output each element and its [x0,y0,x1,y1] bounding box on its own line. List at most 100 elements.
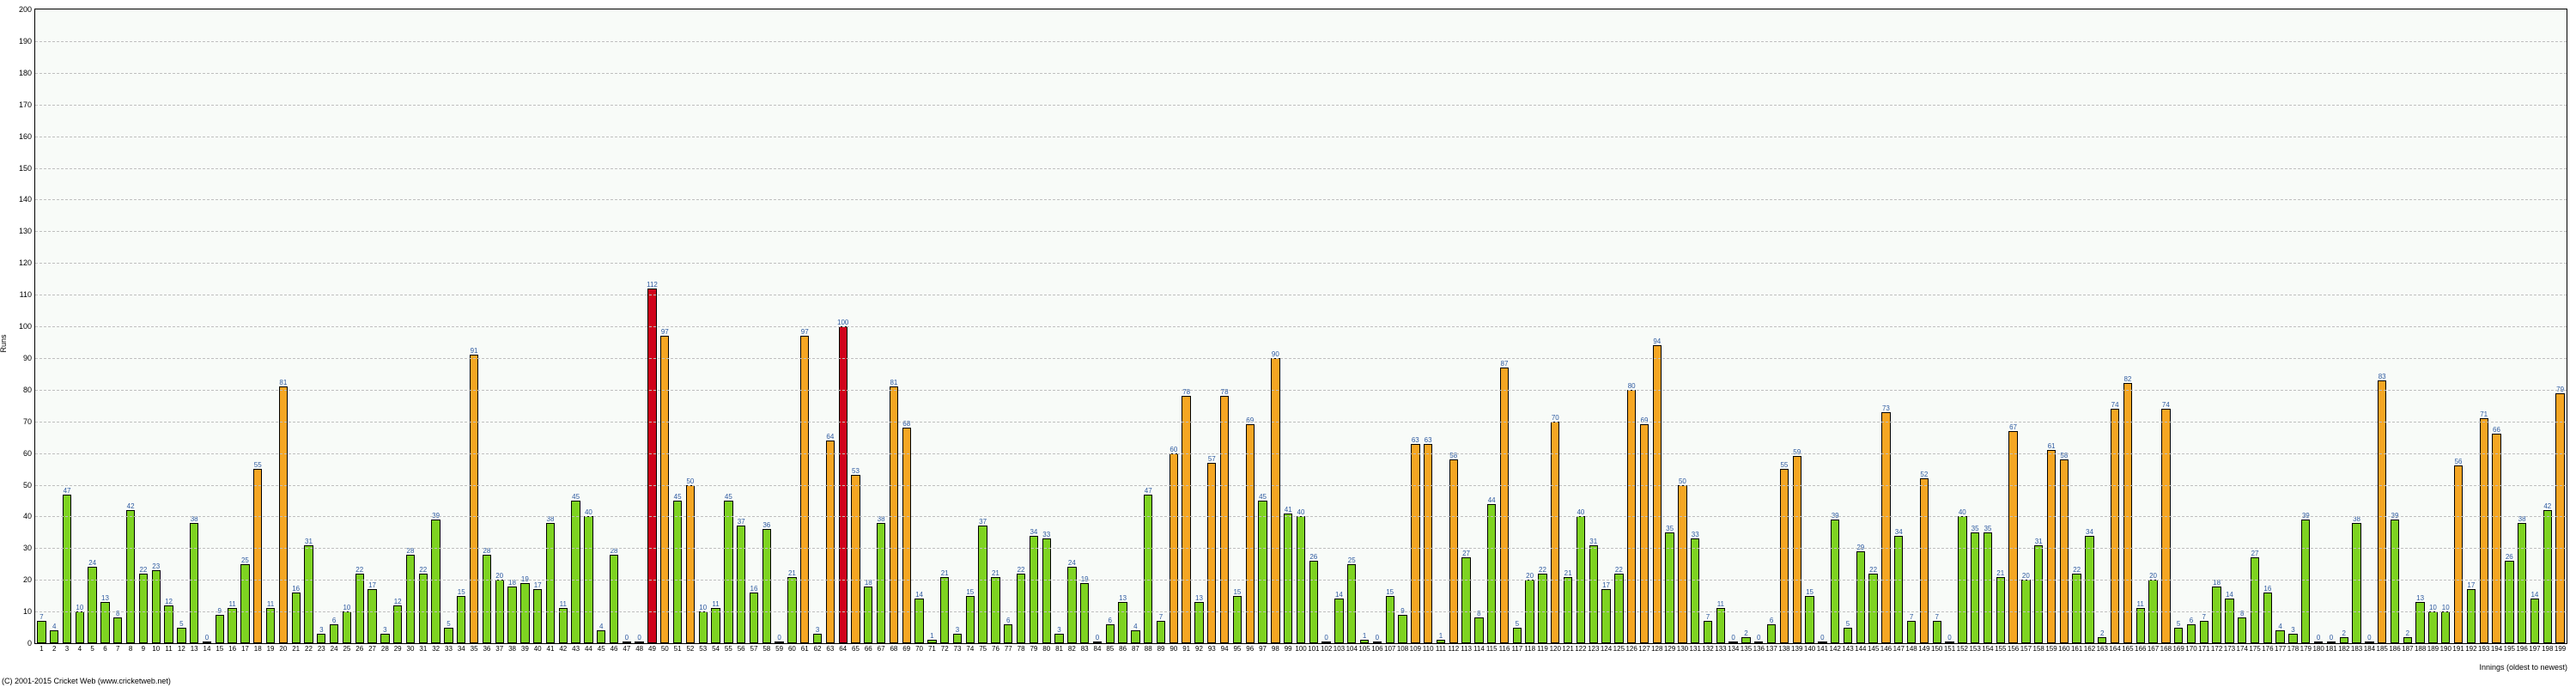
xtick-label: 149 [1918,645,1929,653]
bar-value-label: 10 [2442,604,2450,611]
bar: 15 [1386,596,1394,643]
bar-value-label: 15 [1806,588,1814,596]
plot-area: 7447102413842222312538091125551181163136… [34,9,2567,644]
xtick-label: 39 [521,645,529,653]
xtick-label: 94 [1221,645,1229,653]
bar: 63 [1411,444,1419,643]
bar-value-label: 4 [599,623,603,630]
bar: 74 [2161,409,2170,643]
ytick-label: 70 [23,417,32,426]
bar: 3 [380,634,389,643]
bar: 14 [1334,599,1343,643]
bar: 18 [507,587,516,643]
xtick-label: 82 [1068,645,1076,653]
bar-value-label: 13 [1119,594,1127,602]
bar-value-label: 17 [1602,581,1610,589]
bar-value-label: 0 [2330,634,2333,641]
ytick-label: 180 [19,69,32,77]
bar: 0 [203,641,211,643]
bar: 5 [1844,628,1852,643]
bar-value-label: 15 [966,588,974,596]
xtick-label: 137 [1765,645,1777,653]
bar-value-label: 5 [447,620,450,628]
ytick-label: 100 [19,322,32,331]
bar: 37 [978,526,987,643]
bar: 56 [2454,465,2463,643]
xtick-label: 173 [2224,645,2235,653]
bar: 69 [1246,424,1255,643]
bar: 7 [1907,621,1916,643]
bar: 3 [317,634,325,643]
xtick-label: 197 [2529,645,2540,653]
bar: 73 [1881,412,1890,643]
xtick-label: 98 [1272,645,1279,653]
bar: 5 [444,628,453,643]
xtick-label: 71 [928,645,936,653]
bar: 17 [533,589,542,643]
xtick-label: 145 [1868,645,1879,653]
bar-value-label: 5 [2177,620,2180,628]
bar: 25 [1347,564,1356,643]
bar: 57 [1207,463,1216,643]
bar-value-label: 87 [1501,360,1509,368]
bar-value-label: 3 [383,626,386,634]
xtick-label: 70 [915,645,923,653]
xtick-label: 178 [2287,645,2299,653]
bar: 0 [1321,641,1330,643]
bar: 64 [826,441,835,643]
xtick-label: 96 [1246,645,1254,653]
bar-value-label: 34 [2086,528,2093,536]
bar-value-label: 6 [1109,617,1112,624]
bar-value-label: 16 [2263,585,2271,593]
bar-value-label: 35 [1984,525,1991,532]
bar: 11 [1716,608,1725,643]
xtick-label: 93 [1208,645,1216,653]
bar: 52 [1920,478,1929,643]
bar-value-label: 37 [979,518,987,526]
xtick-label: 129 [1664,645,1675,653]
xtick-label: 66 [865,645,872,653]
bar: 0 [2365,641,2373,643]
ytick-label: 20 [23,575,32,584]
xtick-label: 156 [2008,645,2019,653]
xtick-label: 13 [191,645,198,653]
bar: 5 [2174,628,2183,643]
xtick-label: 193 [2478,645,2489,653]
bar-value-label: 6 [1770,617,1773,624]
bar-value-label: 7 [2202,613,2206,621]
xtick-label: 12 [178,645,185,653]
bar: 28 [610,555,618,643]
xtick-label: 121 [1562,645,1573,653]
bar-value-label: 20 [2022,572,2030,580]
bar-value-label: 35 [1666,525,1674,532]
x-axis-label: Innings (oldest to newest) [0,663,2567,672]
bar: 55 [1780,469,1789,643]
bar-value-label: 15 [1386,588,1394,596]
xtick-label: 51 [674,645,682,653]
bar: 81 [279,386,288,643]
bar: 19 [1080,583,1089,643]
bar-value-label: 15 [458,588,465,596]
xtick-label: 130 [1677,645,1688,653]
xtick-label: 44 [585,645,592,653]
xtick-label: 164 [2109,645,2120,653]
bar: 0 [2314,641,2323,643]
xtick-label: 166 [2135,645,2146,653]
xtick-label: 150 [1931,645,1942,653]
bar: 22 [139,574,148,643]
bar: 31 [1589,545,1598,643]
bar: 58 [2060,459,2069,643]
runs-bar-chart: 7447102413842222312538091125551181163136… [0,0,2576,687]
bar-value-label: 7 [1706,613,1710,621]
xtick-label: 108 [1397,645,1408,653]
xtick-label: 115 [1486,645,1498,653]
bar-value-label: 11 [712,600,719,608]
bar: 10 [699,611,708,643]
bar-value-label: 47 [1145,487,1152,495]
xtick-label: 180 [2312,645,2324,653]
bar-value-label: 22 [1615,566,1623,574]
bar-value-label: 20 [495,572,503,580]
xtick-label: 5 [90,645,94,653]
bar: 22 [1868,574,1877,643]
ytick-label: 140 [19,195,32,204]
